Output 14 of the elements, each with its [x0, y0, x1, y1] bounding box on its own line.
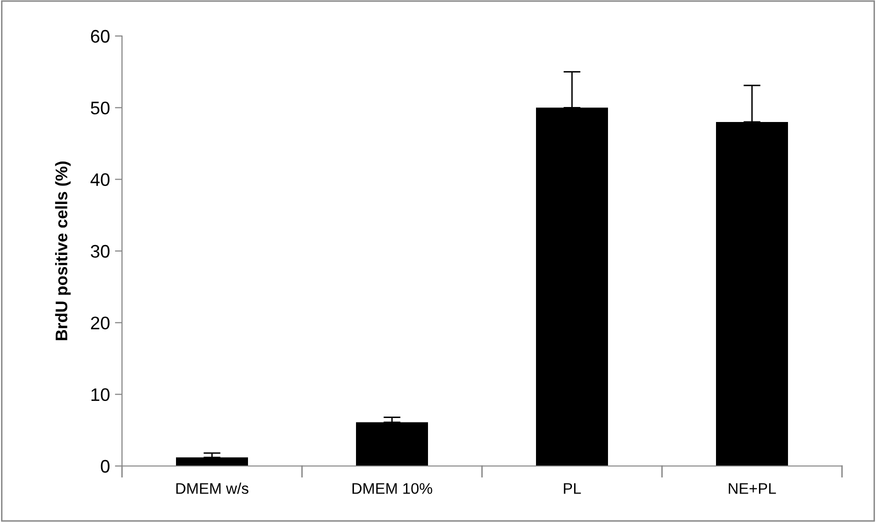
y-tick-label: 50	[90, 102, 110, 114]
y-axis-title: BrdU positive cells (%)	[55, 162, 71, 340]
y-tick-label: 20	[91, 316, 110, 330]
y-tick-label: 40	[90, 173, 110, 186]
bar	[356, 422, 428, 466]
y-tick-label: 30	[90, 244, 110, 258]
bar	[176, 457, 248, 466]
y-tick-label: 10	[91, 388, 110, 402]
x-tick-label: PL	[564, 483, 581, 494]
y-tick-label: 0	[100, 460, 110, 473]
x-tick-label: DMEM w/s	[176, 482, 248, 494]
y-tick-label: 60	[91, 30, 110, 43]
x-tick-label: DMEM 10%	[352, 483, 432, 494]
x-tick-label: NE+PL	[728, 483, 776, 494]
